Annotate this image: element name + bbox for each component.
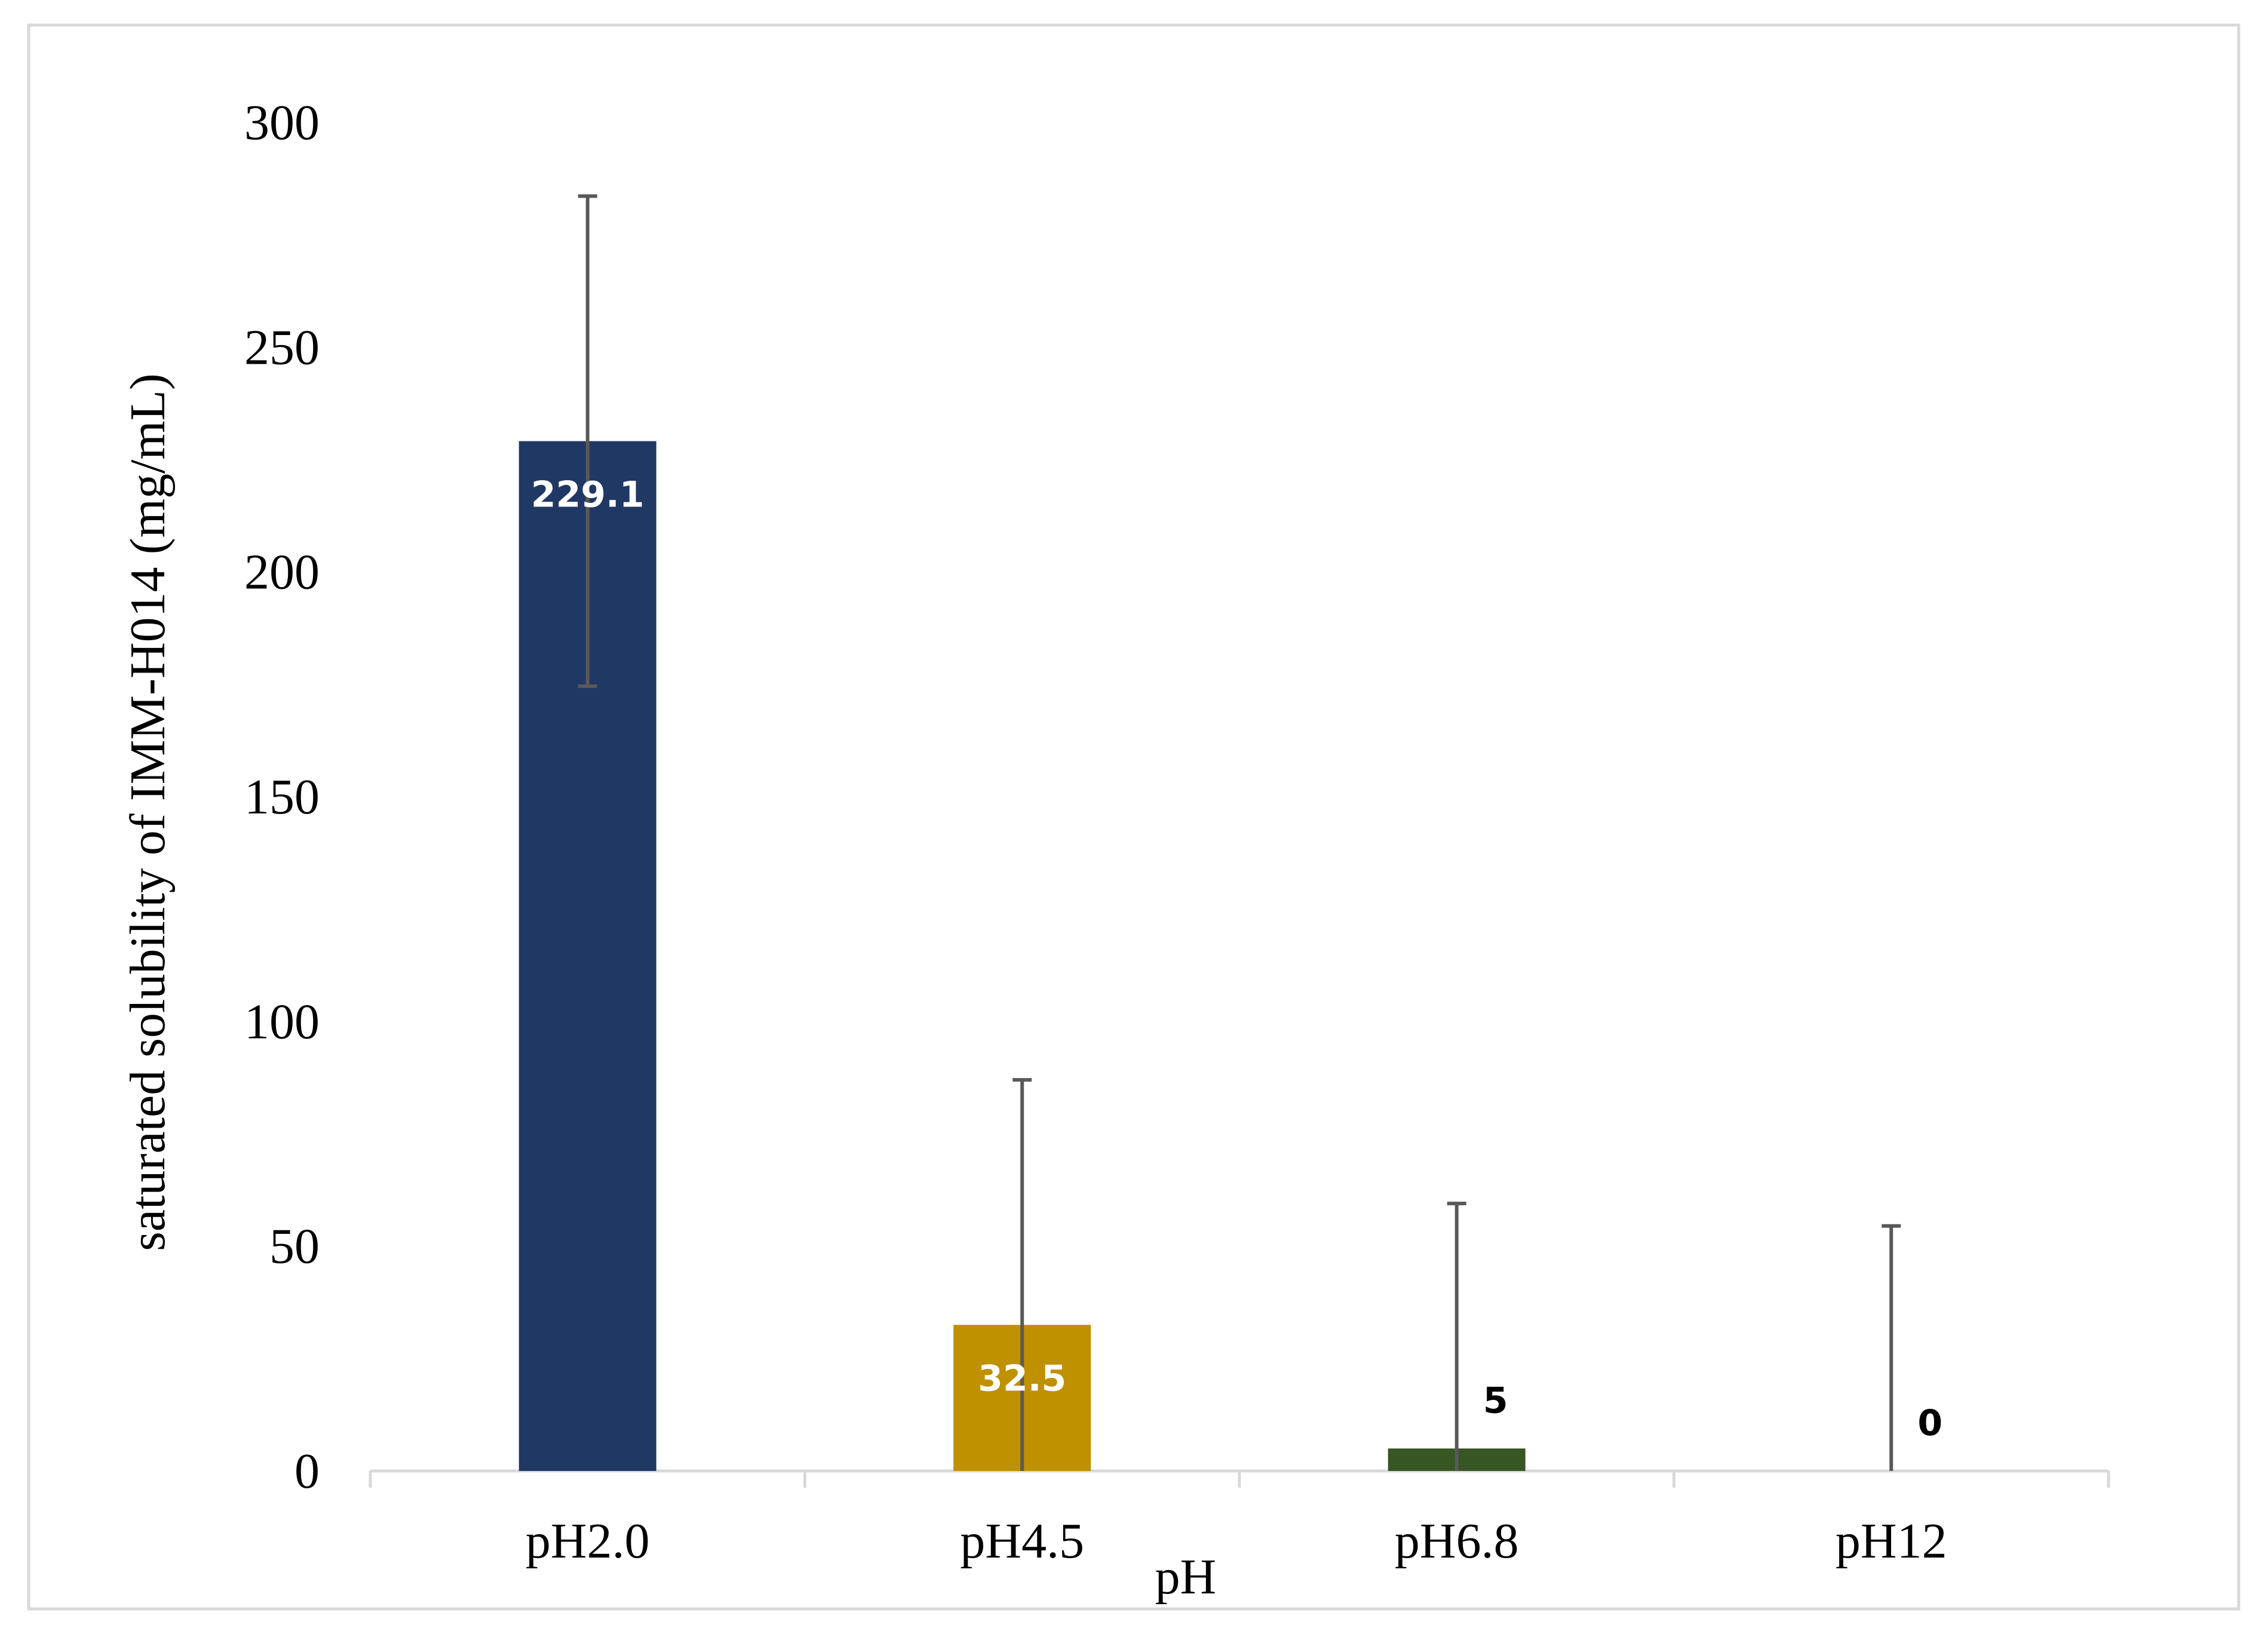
y-axis-ticks: 0 50 100 150 200 250 300 bbox=[244, 95, 320, 1499]
x-tick-label: pH12 bbox=[1836, 1513, 1947, 1569]
y-tick-label: 200 bbox=[244, 545, 320, 600]
x-axis-tick-marks bbox=[369, 1471, 2110, 1488]
x-axis-categories: pH2.0 pH4.5 pH6.8 pH12 bbox=[526, 1513, 1947, 1569]
error-bar bbox=[1012, 1078, 1032, 1471]
y-tick-label: 0 bbox=[294, 1443, 320, 1499]
x-tick-label: pH4.5 bbox=[960, 1513, 1084, 1569]
y-tick-label: 100 bbox=[244, 994, 320, 1049]
data-label: 0 bbox=[1917, 1402, 1942, 1444]
error-bars bbox=[578, 194, 1901, 1471]
data-labels: 229.1 32.5 5 0 bbox=[531, 474, 1942, 1444]
error-bar bbox=[1447, 1202, 1466, 1471]
error-bar bbox=[1882, 1224, 1901, 1471]
data-label: 229.1 bbox=[531, 474, 645, 516]
x-tick-label: pH2.0 bbox=[526, 1513, 650, 1569]
data-label: 5 bbox=[1483, 1380, 1508, 1421]
y-tick-label: 50 bbox=[269, 1219, 320, 1274]
y-tick-label: 150 bbox=[244, 769, 320, 825]
y-axis-title: saturated solubility of IMM-H014 (mg/mL) bbox=[120, 373, 176, 1251]
y-tick-label: 300 bbox=[244, 95, 320, 150]
chart-frame bbox=[27, 23, 2241, 1611]
y-tick-label: 250 bbox=[244, 320, 320, 375]
x-tick-label: pH6.8 bbox=[1395, 1513, 1519, 1569]
x-axis-title: pH bbox=[1155, 1549, 1217, 1605]
error-bar bbox=[578, 194, 597, 688]
data-label: 32.5 bbox=[978, 1357, 1066, 1399]
